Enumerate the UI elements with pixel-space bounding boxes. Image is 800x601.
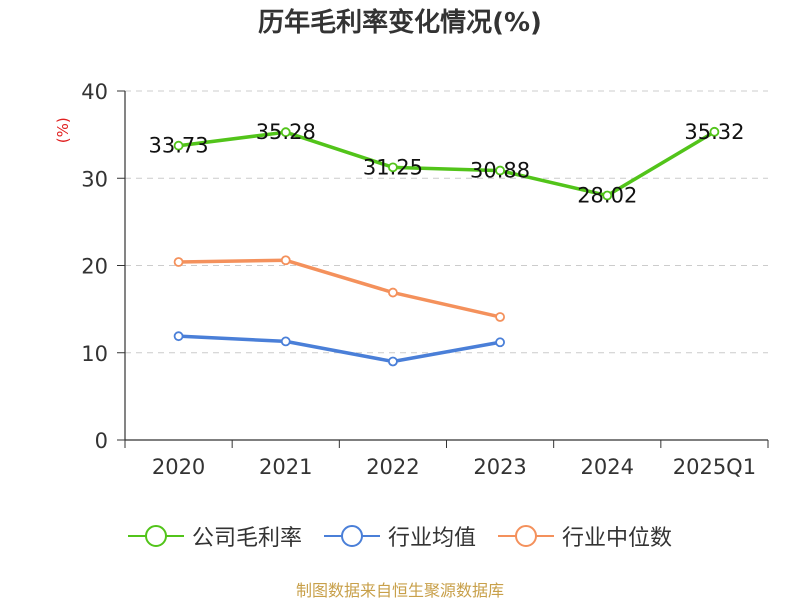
data-point-2 — [280, 255, 291, 266]
legend-label-company: 公司毛利率 — [191, 526, 302, 551]
data-label: 30.88 — [470, 159, 530, 183]
x-tick-label: 2025Q1 — [673, 455, 756, 479]
data-point-1 — [173, 331, 184, 342]
series-line-1 — [178, 334, 501, 364]
y-tick-label: 40 — [81, 80, 108, 104]
series-line-0 — [178, 130, 716, 198]
data-point-1 — [388, 356, 398, 367]
data-source-note: 制图数据来自恒生聚源数据库 — [295, 581, 504, 600]
data-point-0 — [602, 190, 613, 201]
y-tick-label: 30 — [81, 167, 108, 191]
data-label: 35.28 — [256, 120, 316, 144]
legend: 公司毛利率 行业均值 行业中位数 — [0, 520, 800, 552]
data-point-2 — [388, 287, 398, 298]
legend-item-industry-mean[interactable]: 行业均值 — [323, 520, 476, 552]
data-point-2 — [173, 257, 184, 267]
legend-item-industry-median[interactable]: 行业中位数 — [498, 520, 672, 552]
legend-label-industry-mean: 行业均值 — [387, 526, 476, 551]
data-point-0 — [280, 127, 291, 138]
data-point-2 — [495, 312, 505, 322]
data-label: 28.02 — [577, 184, 637, 208]
x-tick-label: 2023 — [473, 455, 526, 479]
data-label: 31.25 — [363, 155, 423, 179]
x-tick-label: 2022 — [366, 455, 419, 479]
y-tick-label: 10 — [81, 342, 108, 366]
series-line-2 — [178, 258, 501, 319]
legend-marker-company — [127, 525, 184, 547]
data-point-0 — [388, 162, 398, 173]
chart-title: 历年毛利率变化情况(%) — [258, 8, 542, 38]
x-tick-label: 2021 — [259, 455, 312, 479]
y-tick-label: 20 — [81, 255, 108, 279]
data-label: 33.73 — [149, 134, 209, 158]
data-label: 35.32 — [684, 120, 744, 144]
legend-item-company[interactable]: 公司毛利率 — [127, 520, 302, 552]
legend-marker-industry-mean — [323, 525, 380, 547]
legend-marker-industry-median — [498, 525, 554, 547]
x-tick-label: 2024 — [581, 455, 634, 479]
data-point-0 — [495, 165, 505, 176]
data-point-1 — [280, 336, 291, 347]
data-point-0 — [709, 126, 720, 137]
y-tick-label: 0 — [95, 429, 108, 453]
x-tick-label: 2020 — [152, 455, 205, 479]
data-point-0 — [173, 140, 184, 151]
data-point-1 — [495, 337, 505, 348]
legend-label-industry-median: 行业中位数 — [562, 526, 673, 551]
y-axis-label: (%) — [54, 117, 72, 143]
